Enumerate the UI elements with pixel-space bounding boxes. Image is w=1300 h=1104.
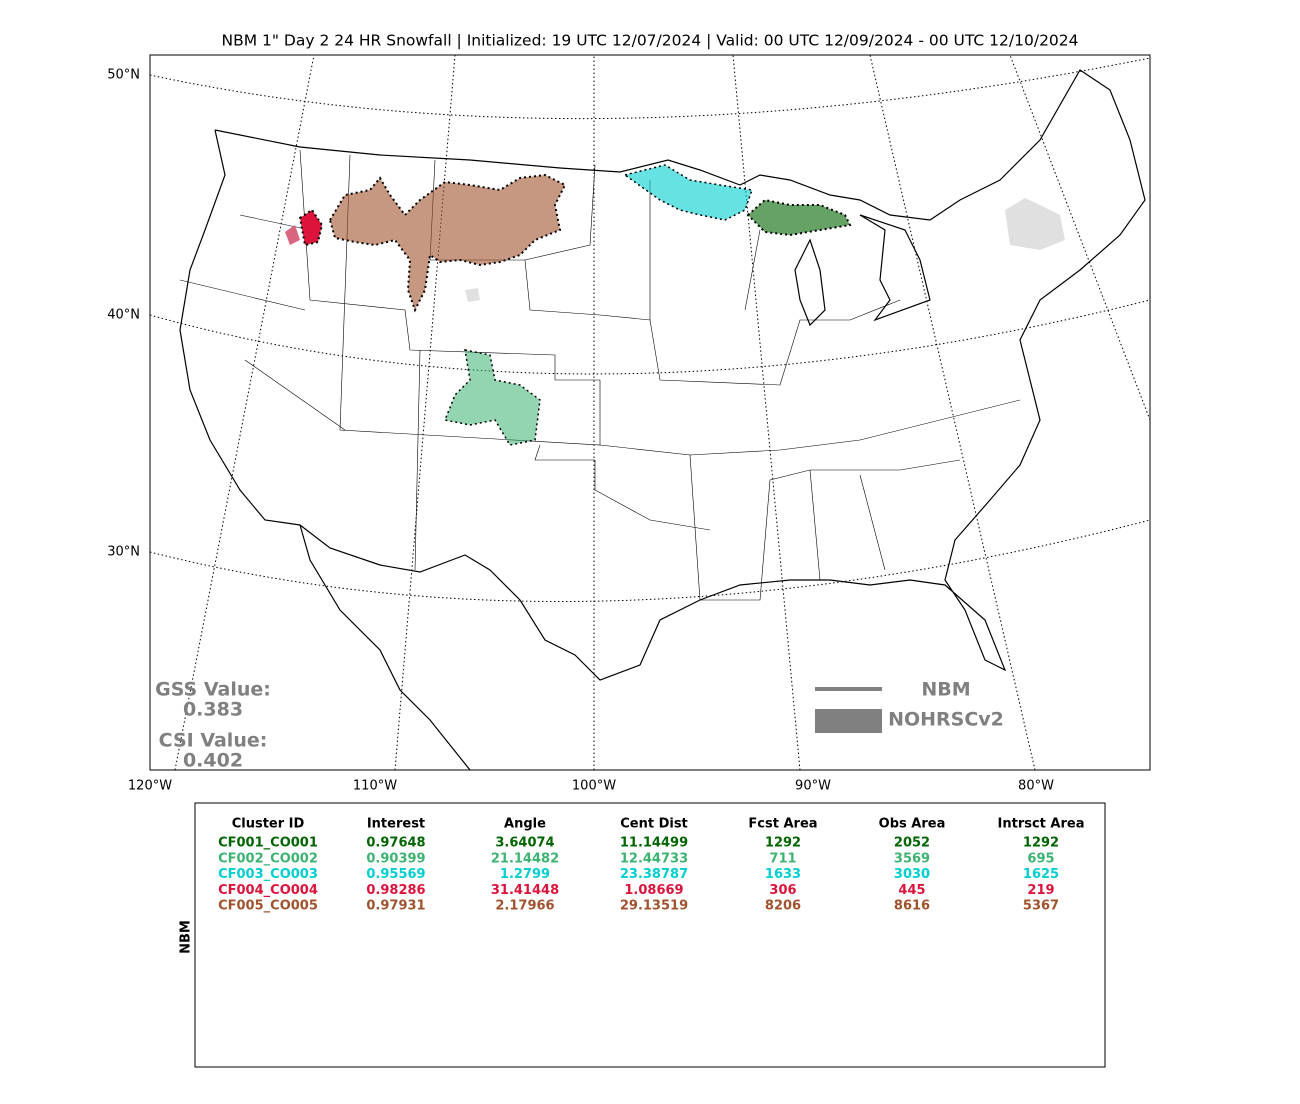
lon-label: 100°W [572,779,616,794]
lon-label: 90°W [795,779,831,794]
table-cell: 29.13519 [620,899,688,914]
table-cell: 31.41448 [491,883,559,898]
table-cell: CF004_CO004 [218,883,318,898]
table-cell: 0.97931 [366,899,425,914]
csi-label: CSI Value: [159,730,268,752]
title: NBM 1" Day 2 24 HR Snowfall | Initialize… [221,32,1078,50]
table-cell: 8206 [765,899,801,914]
lon-label: 80°W [1018,779,1054,794]
legend-patch [815,709,882,733]
table-cell: 12.44733 [620,851,688,866]
table-cell: 0.97648 [366,836,425,851]
table-cell: CF001_CO001 [218,836,318,851]
table-cell: 1292 [1023,836,1059,851]
table-cell: 445 [898,883,925,898]
lon-label: 110°W [353,779,397,794]
table-header: Intrsct Area [998,817,1085,832]
table-cell: 0.95569 [366,867,425,882]
legend-label: NBM [921,679,970,701]
map-frame [149,54,1151,771]
table-cell: 0.98286 [366,883,425,898]
table-cell: 695 [1027,851,1054,866]
map: 50°N 40°N 30°N 120°W 110°W 100°W 90°W 80°W GSS… [107,54,1151,794]
table-frame [194,802,1106,1068]
table-cell: CF003_CO003 [218,867,318,882]
table-cell: 1.08669 [624,883,683,898]
table-cell: 8616 [894,899,930,914]
lat-label: 40°N [107,308,140,323]
table-cell: 1.2799 [500,867,550,882]
table-header: Cent Dist [620,817,688,832]
table-cell: CF005_CO005 [218,899,318,914]
lon-label: 120°W [128,779,172,794]
table-cell: 3030 [894,867,930,882]
table-cell: 1633 [765,867,801,882]
table-cell: 3.64074 [495,836,554,851]
table-cell: 11.14499 [620,836,688,851]
legend-label: NOHRSCv2 [888,709,1004,731]
table-header: Angle [504,817,546,832]
table-cell: 1292 [765,836,801,851]
table-cell: 306 [769,883,796,898]
table-header: Obs Area [879,817,946,832]
table-cell: 711 [769,851,796,866]
lat-label: 50°N [107,68,140,83]
csi-value: 0.402 [183,750,243,772]
table-cell: 1625 [1023,867,1059,882]
table-cell: CF002_CO002 [218,851,318,866]
table-cell: 2.17966 [495,899,554,914]
table-header: Fcst Area [748,817,817,832]
table-cell: 21.14482 [491,851,559,866]
lat-label: 30°N [107,545,140,560]
table-cell: 23.38787 [620,867,688,882]
table-cell: 0.90399 [366,851,425,866]
gss-value: 0.383 [183,699,243,721]
table-cell: 3569 [894,851,930,866]
table-side-label: NBM [179,920,194,954]
table-cell: 2052 [894,836,930,851]
gss-label: GSS Value: [155,679,271,701]
table-header: Interest [367,817,425,832]
table-header: Cluster ID [232,817,305,832]
table-cell: 219 [1027,883,1054,898]
table-cell: 5367 [1023,899,1059,914]
